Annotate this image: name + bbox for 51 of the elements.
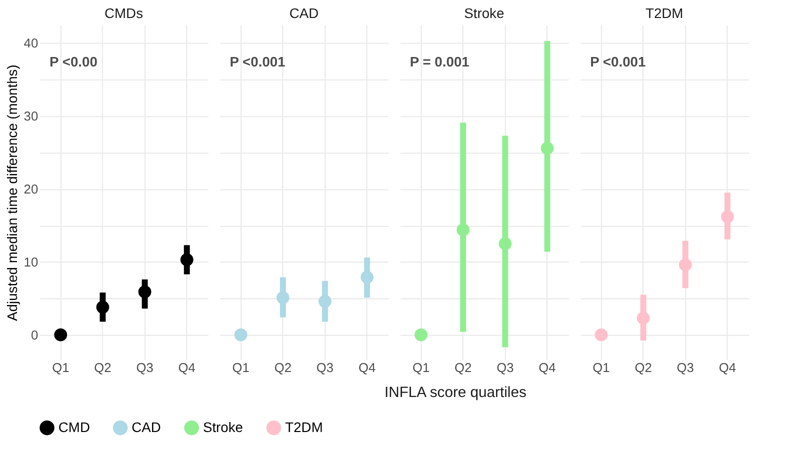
- point: [360, 270, 374, 284]
- y-tick-label: 10: [24, 254, 38, 270]
- x-tick-label: Q4: [358, 360, 376, 375]
- chart-title: CMDs: [104, 5, 144, 22]
- point: [414, 328, 428, 342]
- x-tick-label: Q4: [718, 360, 736, 375]
- chart-title: T2DM: [645, 5, 684, 22]
- point: [678, 258, 692, 272]
- point: [498, 237, 512, 250]
- x-tick-label: Q3: [136, 360, 154, 375]
- x-tick-label: Q3: [496, 360, 514, 375]
- y-tick-label: 40: [24, 36, 38, 51]
- point: [138, 285, 152, 298]
- x-tick-label: Q2: [454, 360, 472, 375]
- annotation: P = 0.001: [410, 54, 470, 70]
- x-tick-label: Q4: [538, 360, 556, 375]
- annotation: P <0.001: [590, 54, 646, 70]
- x-tick-label: Q2: [634, 360, 652, 375]
- annotation: P <0.00: [50, 54, 98, 70]
- legend-label: T2DM: [285, 418, 323, 435]
- x-tick-label: Q1: [52, 360, 70, 375]
- legend-label: Stroke: [202, 418, 244, 435]
- x-tick-label: Q4: [178, 360, 196, 375]
- x-tick-label: Q3: [676, 360, 694, 375]
- point: [96, 300, 110, 314]
- point: [234, 328, 248, 342]
- legend-label: CMD: [58, 418, 90, 435]
- point: [594, 328, 608, 342]
- point: [276, 291, 290, 304]
- x-tick-label: Q3: [316, 360, 334, 375]
- point: [720, 210, 734, 224]
- y-tick-label: 30: [24, 108, 38, 124]
- x-tick-label: Q2: [94, 360, 112, 375]
- point: [540, 142, 554, 155]
- y-tick-label: 20: [24, 181, 38, 196]
- x-tick-label: Q1: [412, 360, 430, 375]
- y-axis-title: Adjusted median time difference (months): [4, 64, 20, 321]
- annotation: P <0.001: [230, 54, 286, 70]
- chart-title: CAD: [289, 5, 319, 22]
- x-tick-label: Q1: [592, 360, 610, 375]
- y-tick-label: 0: [30, 327, 38, 342]
- point: [318, 294, 332, 308]
- point: [456, 223, 470, 236]
- chart-title: Stroke: [464, 5, 504, 22]
- text: INFLA score quartiles: [384, 385, 526, 402]
- point: [54, 328, 68, 342]
- x-tick-label: Q1: [232, 360, 250, 375]
- x-tick-label: Q2: [274, 360, 292, 375]
- legend-label: CAD: [132, 418, 161, 435]
- point: [636, 312, 650, 325]
- point: [180, 253, 194, 266]
